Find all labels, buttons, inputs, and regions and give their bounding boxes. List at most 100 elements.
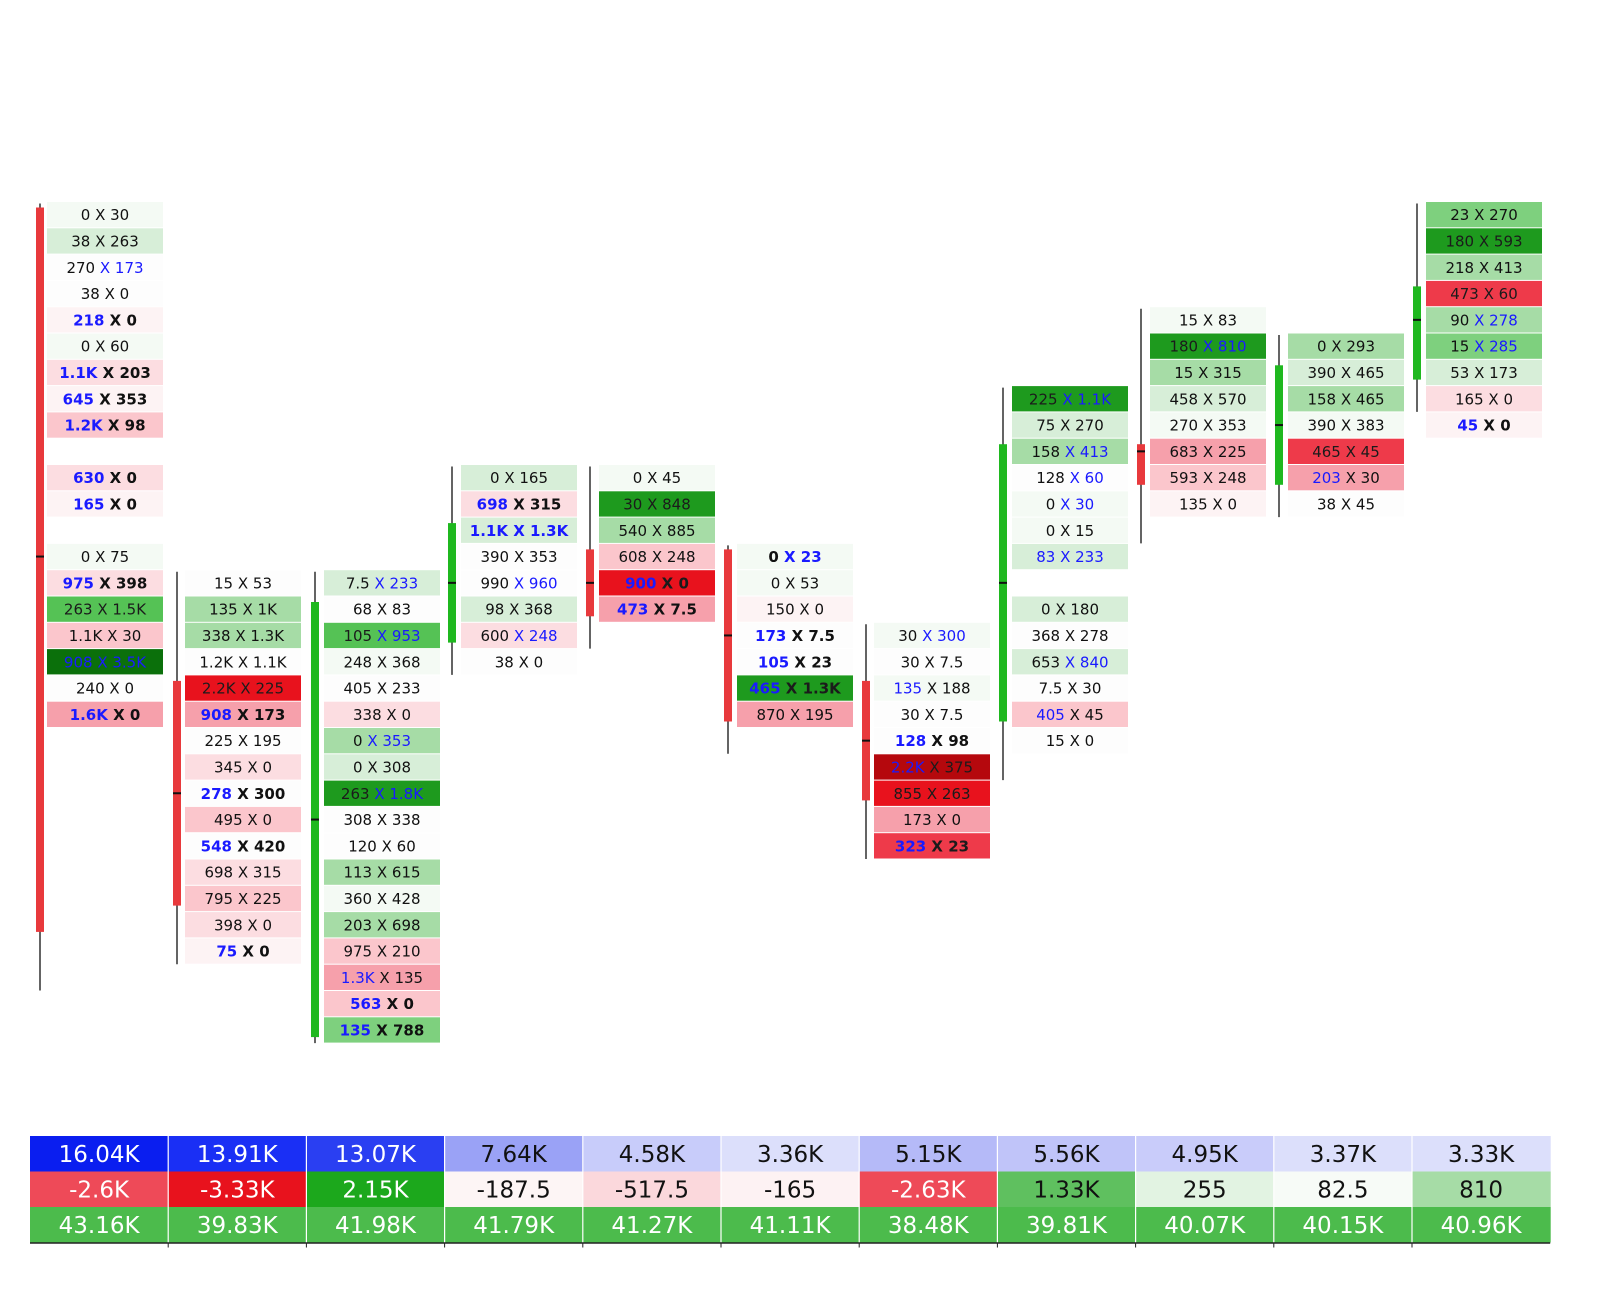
- summary-table: 16.04K 13.91K 13.07K 7.64K 4.58K 3.36K 5.15K 5.…: [30, 1136, 1551, 1248]
- footprint-cell-label: 0 X 15: [1046, 522, 1094, 540]
- footprint-cell: [47, 491, 163, 517]
- footprint-cell: [324, 1017, 440, 1043]
- footprint-cell-label: 390 X 383: [1307, 417, 1384, 435]
- summary-cell: [444, 1136, 584, 1172]
- candle-body: [1413, 286, 1421, 380]
- footprint-cell-label: 38 X 45: [1317, 495, 1375, 513]
- footprint-cell: [1012, 438, 1128, 464]
- footprint-cell-label: 345 X 0: [214, 758, 272, 776]
- footprint-cell-label: 30 X 7.5: [901, 653, 964, 671]
- footprint-cell: [1012, 675, 1128, 701]
- summary-cell: [859, 1136, 998, 1172]
- summary-cell-value: 41.98K: [335, 1213, 417, 1239]
- summary-cell: [1135, 1171, 1275, 1207]
- summary-cell: [30, 1171, 169, 1207]
- footprint-cell: [1012, 491, 1128, 517]
- footprint-cell-label: 608 X 248: [618, 548, 695, 566]
- footprint-cell-label: 1.1K X 1.3K: [470, 522, 570, 540]
- footprint-cell: [1288, 438, 1404, 464]
- footprint-cell: [1012, 728, 1128, 754]
- footprint-cell-label: 338 X 0: [353, 706, 411, 724]
- footprint-cell-label: 113 X 615: [343, 864, 420, 882]
- footprint-cell-label: 908 X 173: [201, 706, 286, 724]
- footprint-cell-label: 135 X 788: [340, 1021, 425, 1039]
- footprint-cell: [47, 465, 163, 491]
- summary-cell-value: 3.36K: [757, 1142, 824, 1168]
- footprint-cell-label: 1.1K X 30: [69, 627, 142, 645]
- footprint-cell-label: 0 X 30: [81, 206, 129, 224]
- summary-cell: [1412, 1207, 1551, 1243]
- footprint-cell: [1150, 386, 1266, 412]
- summary-cell: [859, 1207, 998, 1243]
- footprint-cell: [324, 622, 440, 649]
- footprint-cell: [324, 991, 440, 1017]
- summary-cell: [444, 1171, 584, 1207]
- summary-cell-value: 2.15K: [342, 1177, 409, 1203]
- footprint-cell: [461, 622, 577, 649]
- summary-cell-value: -187.5: [477, 1177, 551, 1203]
- footprint-cell: [47, 254, 163, 280]
- footprint-cell: [737, 596, 853, 622]
- footprint-cell: [185, 701, 301, 727]
- summary-cell-value: 16.04K: [59, 1142, 141, 1168]
- footprint-cell-label: 0 X 293: [1317, 338, 1375, 356]
- footprint-cell: [324, 754, 440, 780]
- footprint-cell: [599, 570, 715, 596]
- footprint-cell-label: 38 X 263: [71, 232, 139, 250]
- footprint-cell: [874, 728, 990, 754]
- footprint-cell-label: 263 X 1.8K: [341, 785, 424, 803]
- footprint-cell-label: 7.5 X 30: [1039, 680, 1102, 698]
- footprint-cell: [324, 859, 440, 885]
- summary-cell: [30, 1207, 169, 1243]
- footprint-cell-label: 308 X 338: [343, 811, 420, 829]
- summary-cell-value: 7.64K: [481, 1142, 548, 1168]
- summary-cell: [168, 1171, 307, 1207]
- footprint-cell-label: 83 X 233: [1036, 548, 1104, 566]
- footprint-cell: [324, 885, 440, 912]
- footprint-cell: [324, 938, 440, 964]
- summary-cell-value: 5.56K: [1033, 1142, 1100, 1168]
- footprint-cell-label: 0 X 23: [768, 548, 821, 566]
- footprint-bar-5: 0 X 45 30 X 848 540 X 885 608 X 248 900 X 0 4…: [586, 465, 715, 649]
- footprint-cell: [324, 675, 440, 701]
- footprint-cell-label: 405 X 233: [343, 680, 420, 698]
- footprint-cell: [874, 754, 990, 780]
- footprint-cell-label: 495 X 0: [214, 811, 272, 829]
- footprint-cell: [185, 806, 301, 833]
- footprint-cell-label: 390 X 465: [1307, 364, 1384, 382]
- candle-body: [1137, 444, 1145, 485]
- footprint-cell: [874, 675, 990, 701]
- footprint-cell: [1012, 517, 1128, 543]
- footprint-cell-label: 473 X 7.5: [617, 601, 697, 619]
- footprint-cell-label: 698 X 315: [204, 864, 281, 882]
- footprint-cell: [599, 465, 715, 491]
- footprint-cell-label: 158 X 465: [1307, 390, 1384, 408]
- footprint-cell: [324, 649, 440, 675]
- footprint-cell: [737, 543, 853, 570]
- summary-cell: [1412, 1136, 1551, 1172]
- summary-cell-value: 82.5: [1317, 1177, 1368, 1203]
- summary-cell-value: 40.96K: [1441, 1213, 1523, 1239]
- summary-cell: [168, 1136, 307, 1172]
- summary-cell-value: 39.81K: [1026, 1213, 1108, 1239]
- footprint-cell-label: 23 X 270: [1450, 206, 1518, 224]
- footprint-cell: [737, 701, 853, 727]
- footprint-cell-label: 240 X 0: [76, 680, 134, 698]
- footprint-cell: [1288, 333, 1404, 359]
- footprint-cell: [1288, 386, 1404, 412]
- footprint-cell-label: 30 X 300: [898, 627, 966, 645]
- footprint-cell: [185, 833, 301, 859]
- footprint-cell: [1426, 386, 1542, 412]
- footprint-cell: [599, 517, 715, 543]
- footprint-cell: [324, 912, 440, 938]
- footprint-cell-label: 38 X 0: [495, 653, 543, 671]
- footprint-cell: [737, 570, 853, 596]
- footprint-cell-label: 698 X 315: [477, 495, 562, 513]
- footprint-cell: [874, 701, 990, 727]
- footprint-cell-label: 368 X 278: [1031, 627, 1108, 645]
- footprint-bar-6: 0 X 23 0 X 53 150 X 0 173 X 7.5 105 X 23 465 …: [724, 543, 853, 754]
- summary-cell: [444, 1207, 584, 1243]
- footprint-cell: [1012, 412, 1128, 438]
- summary-cell-value: -3.33K: [200, 1177, 276, 1203]
